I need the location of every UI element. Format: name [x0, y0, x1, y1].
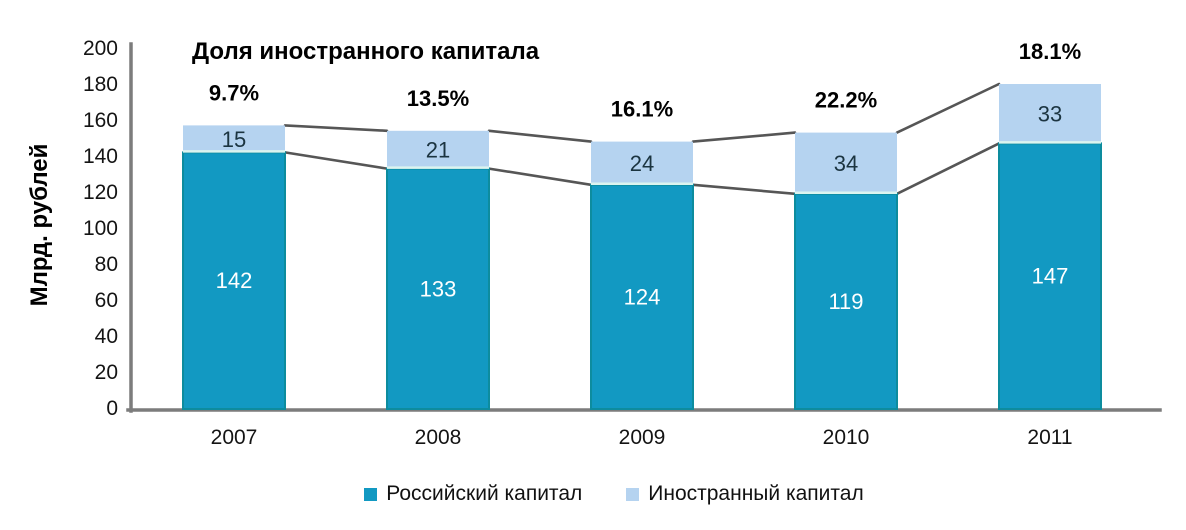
y-axis-tick-140: 140 [83, 145, 118, 168]
value-label-foreign-2009: 24 [630, 151, 654, 176]
x-axis-label-2008: 2008 [415, 426, 462, 449]
series-connector-russian [895, 142, 1001, 196]
series-connector-russian [691, 183, 797, 196]
x-axis-label-2009: 2009 [619, 426, 666, 449]
bar-segment-foreign-2007 [183, 125, 285, 153]
legend-swatch-foreign-icon [626, 487, 640, 501]
bar-segment-foreign-2011 [999, 84, 1101, 144]
legend-item-foreign: Иностранный капитал [626, 482, 864, 506]
bar-segment-russian-2009 [590, 183, 694, 410]
y-axis-tick-160: 160 [83, 109, 118, 132]
pct-label-2011: 18.1% [1019, 39, 1081, 64]
pct-label-2007: 9.7% [209, 80, 259, 105]
y-axis-tick-100: 100 [83, 217, 118, 240]
series-connector-russian [283, 151, 389, 170]
bar-segment-foreign-2010 [795, 132, 897, 194]
bar-segment-russian-2010 [794, 192, 898, 410]
bar-segment-foreign-2008 [387, 130, 489, 169]
series-connector-russian [487, 167, 593, 187]
value-label-foreign-2008: 21 [426, 138, 450, 163]
value-label-russian-2009: 124 [624, 284, 661, 309]
bar-segment-russian-2007 [182, 151, 286, 410]
chart-title: Доля иностранного капитала [192, 38, 540, 65]
legend-item-russian: Российский капитал [364, 482, 582, 506]
series-connector-total [895, 82, 1001, 134]
y-axis-tick-200: 200 [83, 37, 118, 60]
pct-label-2010: 22.2% [815, 88, 877, 113]
series-connector-total [691, 131, 797, 143]
bar-segment-foreign-2009 [591, 141, 693, 185]
legend-label-foreign: Иностранный капитал [648, 482, 864, 505]
y-axis-tick-80: 80 [95, 253, 118, 276]
value-label-russian-2008: 133 [420, 276, 457, 301]
bar-segment-russian-2011 [998, 142, 1102, 410]
value-label-foreign-2007: 15 [222, 127, 246, 152]
y-axis-tick-0: 0 [106, 397, 118, 420]
value-label-russian-2011: 147 [1032, 264, 1069, 289]
pct-label-2009: 16.1% [611, 97, 673, 122]
value-label-foreign-2010: 34 [834, 151, 858, 176]
x-axis-label-2010: 2010 [823, 426, 870, 449]
y-axis-tick-40: 40 [95, 325, 118, 348]
bar-segment-russian-2008 [386, 167, 490, 410]
legend-swatch-russian-icon [364, 487, 378, 501]
y-axis-tick-20: 20 [95, 361, 118, 384]
series-connector-total [283, 124, 389, 133]
y-axis-tick-120: 120 [83, 181, 118, 204]
legend: Российский капитал Иностранный капитал [0, 482, 1186, 506]
value-label-foreign-2011: 33 [1038, 102, 1062, 127]
value-label-russian-2010: 119 [828, 289, 863, 314]
value-label-russian-2007: 142 [216, 268, 253, 293]
series-connector-total [487, 129, 593, 143]
y-axis-tick-180: 180 [83, 73, 118, 96]
x-axis-label-2007: 2007 [211, 426, 258, 449]
legend-label-russian: Российский капитал [386, 482, 583, 505]
x-axis-label-2011: 2011 [1027, 426, 1072, 449]
pct-label-2008: 13.5% [407, 86, 469, 111]
y-axis-tick-60: 60 [95, 289, 118, 312]
